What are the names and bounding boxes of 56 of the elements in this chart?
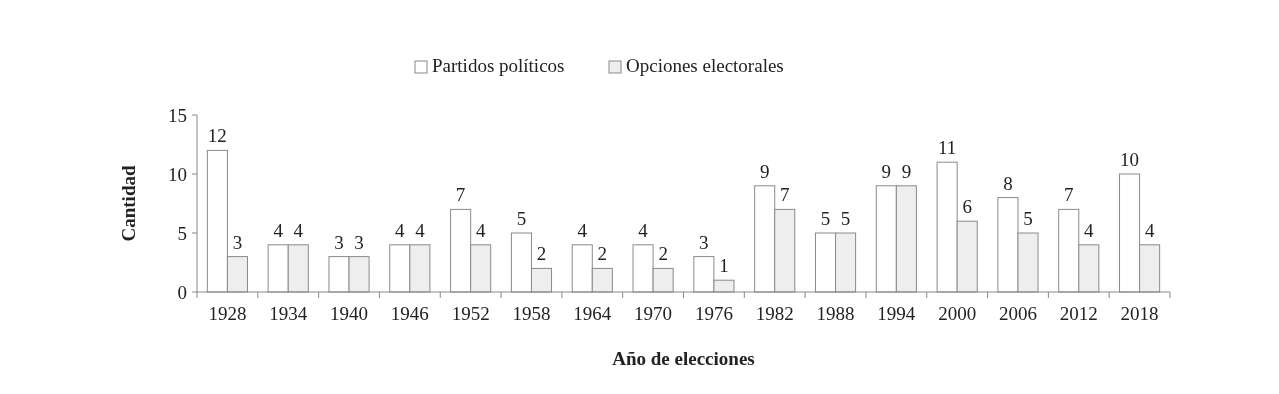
data-label: 4 (395, 219, 406, 241)
data-label: 9 (759, 160, 770, 182)
x-tick-label: 1934 (269, 303, 308, 324)
data-label: 4 (1144, 219, 1155, 241)
data-label: 5 (820, 208, 831, 229)
data-label: 2 (597, 243, 608, 265)
legend-label: Partidos políticos (432, 55, 565, 76)
x-tick-label: 1964 (573, 303, 612, 324)
x-tick-label: 2006 (998, 303, 1037, 324)
x-tick-label: 2000 (938, 303, 977, 324)
data-label: 7 (1064, 184, 1074, 206)
data-label: 4 (475, 219, 486, 241)
y-axis-title: Cantidad (118, 165, 139, 242)
x-tick-label: 2018 (1120, 303, 1159, 324)
data-label: 4 (415, 219, 426, 241)
data-label: 10 (1120, 149, 1140, 170)
x-tick-label: 1976 (694, 303, 733, 324)
x-tick-label: 1994 (877, 303, 916, 324)
data-label: 8 (1003, 172, 1013, 194)
data-label: 4 (1084, 219, 1095, 241)
x-tick-label: 1958 (512, 303, 551, 324)
y-tick-label: 15 (168, 104, 187, 126)
x-tick-label: 2012 (1059, 303, 1098, 324)
x-tick-label: 1928 (208, 303, 247, 324)
data-label: 4 (273, 219, 284, 241)
data-label: 2 (658, 243, 668, 265)
x-axis-title: Año de elecciones (612, 348, 755, 369)
x-tick-label: 1946 (390, 303, 429, 324)
data-label: 4 (293, 219, 304, 241)
data-label: 12 (207, 125, 227, 147)
data-label: 3 (699, 231, 709, 253)
data-label: 3 (354, 231, 364, 253)
data-label: 5 (840, 208, 851, 229)
y-tick-label: 0 (177, 281, 187, 303)
data-label: 11 (937, 137, 957, 159)
data-label: 3 (334, 231, 344, 253)
data-label: 9 (881, 160, 892, 182)
data-label: 2 (536, 243, 547, 265)
data-label: 5 (516, 208, 527, 229)
data-label: 6 (962, 196, 972, 218)
data-label: 4 (577, 219, 588, 241)
data-label: 7 (455, 184, 466, 206)
data-label: 5 (1023, 208, 1033, 229)
data-label: 7 (780, 184, 790, 206)
data-label: 9 (901, 160, 912, 182)
x-tick-label: 1952 (451, 303, 490, 324)
x-tick-label: 1982 (755, 303, 794, 324)
data-label: 4 (638, 219, 649, 241)
x-tick-label: 1940 (330, 303, 369, 324)
x-tick-label: 1970 (634, 303, 673, 324)
legend-label: Opciones electorales (626, 55, 784, 76)
data-label: 3 (232, 231, 243, 253)
x-tick-label: 1988 (816, 303, 855, 324)
data-label: 1 (719, 255, 729, 277)
y-tick-label: 10 (168, 163, 187, 185)
y-tick-label: 5 (177, 222, 187, 244)
